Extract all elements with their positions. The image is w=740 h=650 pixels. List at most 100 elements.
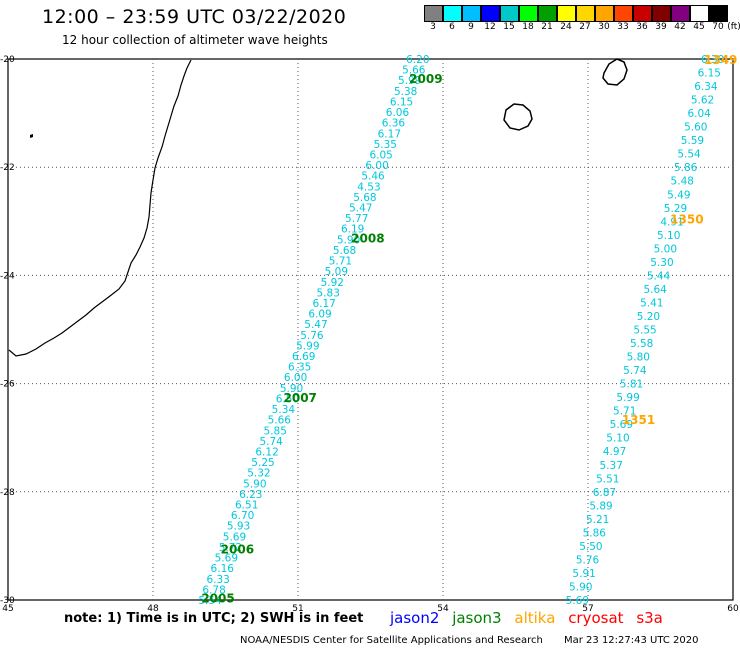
wave-height-label: 5.80 [627,352,650,364]
wave-height-label: 5.50 [579,541,602,553]
y-tick-label: -28 [0,488,15,498]
axis-ticks: 45 48 51 54 57 60 -20 -22 -24 -26 -28 -30 [0,55,739,614]
scale-label: 42 [674,22,686,32]
wave-height-label: 6.05 [369,149,392,161]
scale-swatch [481,5,500,22]
mauritius-island [602,58,628,86]
scale-swatch [690,5,709,22]
wave-height-label: 5.51 [596,473,619,485]
map-subtitle: 12 hour collection of altimeter wave hei… [62,33,328,47]
wave-height-label: 6.12 [255,446,278,458]
scale-swatch [557,5,576,22]
wave-height-label: 5.81 [620,379,643,391]
wave-height-label: 5.90 [569,581,592,593]
scale-label: 3 [430,22,436,32]
wave-height-label: 6.87 [593,487,616,499]
wave-height-label: 6.16 [211,563,235,575]
footer-note: note: 1) Time is in UTC; 2) SWH is in fe… [64,611,364,626]
wave-height-label: 6.34 [694,81,718,93]
cycle-number: 2008 [351,232,384,246]
wave-height-label: 5.99 [296,340,319,352]
y-tick-label: -22 [0,163,15,173]
scale-swatch [538,5,557,22]
wave-height-label: 5.55 [633,325,656,337]
wave-height-label: 5.83 [317,287,340,299]
scale-label: 45 [693,22,705,32]
cycle-number: 2009 [409,72,442,86]
wave-height-label: 5.34 [272,404,296,416]
wave-height-label: 6.00 [365,160,388,172]
wave-height-label: 5.48 [671,176,694,188]
wave-height-label: 5.10 [657,230,680,242]
scale-label: 6 [449,22,455,32]
x-tick-label: 57 [582,604,593,614]
y-tick-label: -26 [0,380,15,390]
wave-height-label: 5.76 [300,330,324,342]
wave-height-label: 5.62 [691,95,714,107]
scale-label: 12 [484,22,496,32]
wave-height-label: 5.68 [333,245,356,257]
wave-height-label: 5.47 [304,319,327,331]
wave-height-label: 6.70 [231,510,254,522]
wave-height-label: 6.39 [701,54,724,66]
wave-height-label: 6.33 [206,574,229,586]
altimeter-tracks: 6.205.665.995.386.156.066.366.175.356.05… [198,54,724,607]
wave-height-label: 5.54 [198,595,222,607]
scale-swatch [500,5,519,22]
wave-height-label: 5.77 [345,213,368,225]
wave-height-label: 5.46 [361,171,385,183]
wave-height-label: 5.89 [589,500,612,512]
cycle-labels: 2009 2008 2007 2006 2005 1349 1350 1351 [201,53,737,605]
scale-swatch [424,5,443,22]
wave-height-label: 5.71 [613,406,636,418]
madagascar-coast [8,59,192,357]
wave-height-label: 5.99 [398,75,421,87]
wave-height-label: 6.35 [288,362,311,374]
scale-label: 15 [503,22,515,32]
wave-height-label: 6.23 [239,489,262,501]
map-grid [7,58,734,601]
wave-height-label: 5.59 [681,135,704,147]
wave-height-label: 5.71 [329,256,352,268]
wave-height-label: 5.99 [616,392,639,404]
wave-height-label: 5.58 [630,338,653,350]
wave-height-label: 5.54 [677,149,701,161]
wave-height-label: 6.20 [406,54,429,66]
small-islet [30,134,33,138]
wave-height-label: 5.47 [349,203,372,215]
wave-height-label: 5.92 [321,277,344,289]
scale-label: 70 [712,22,724,32]
wave-height-label: 5.69 [610,419,633,431]
x-tick-label: 54 [437,604,449,614]
wave-height-label: 6.06 [386,107,410,119]
wave-height-label: 5.69 [215,553,238,565]
scale-swatch [709,5,728,22]
y-tick-label: -24 [0,271,15,281]
wave-height-label: 5.86 [583,527,607,539]
scale-swatch [443,5,462,22]
cycle-number: 1349 [704,53,737,67]
wave-height-label: 6.17 [378,128,401,140]
cycle-number: 2007 [284,391,317,405]
wave-height-label: 5.86 [674,162,698,174]
x-tick-label: 48 [147,604,159,614]
cycle-number: 1351 [622,413,655,427]
wave-height-label: 5.66 [268,415,292,427]
wave-height-label: 5.93 [227,521,250,533]
wave-height-label: 5.74 [623,365,647,377]
legend-jason2: jason2 [390,609,440,627]
wave-height-label: 5.64 [643,284,667,296]
wave-height-label: 5.41 [640,297,663,309]
wave-height-label: 5.25 [251,457,274,469]
wave-height-label: 5.85 [264,425,287,437]
scale-swatch [671,5,690,22]
legend-s3a: s3a [636,609,663,627]
wave-height-label: 5.90 [280,383,303,395]
x-tick-label: 45 [2,604,13,614]
reunion-island [503,103,533,131]
scale-label: 39 [655,22,667,32]
legend-cryosat: cryosat [568,609,624,627]
satellite-legend: jason2 jason3 altika cryosat s3a [390,609,671,627]
scale-swatch [614,5,633,22]
wave-height-label: 6.15 [390,96,413,108]
